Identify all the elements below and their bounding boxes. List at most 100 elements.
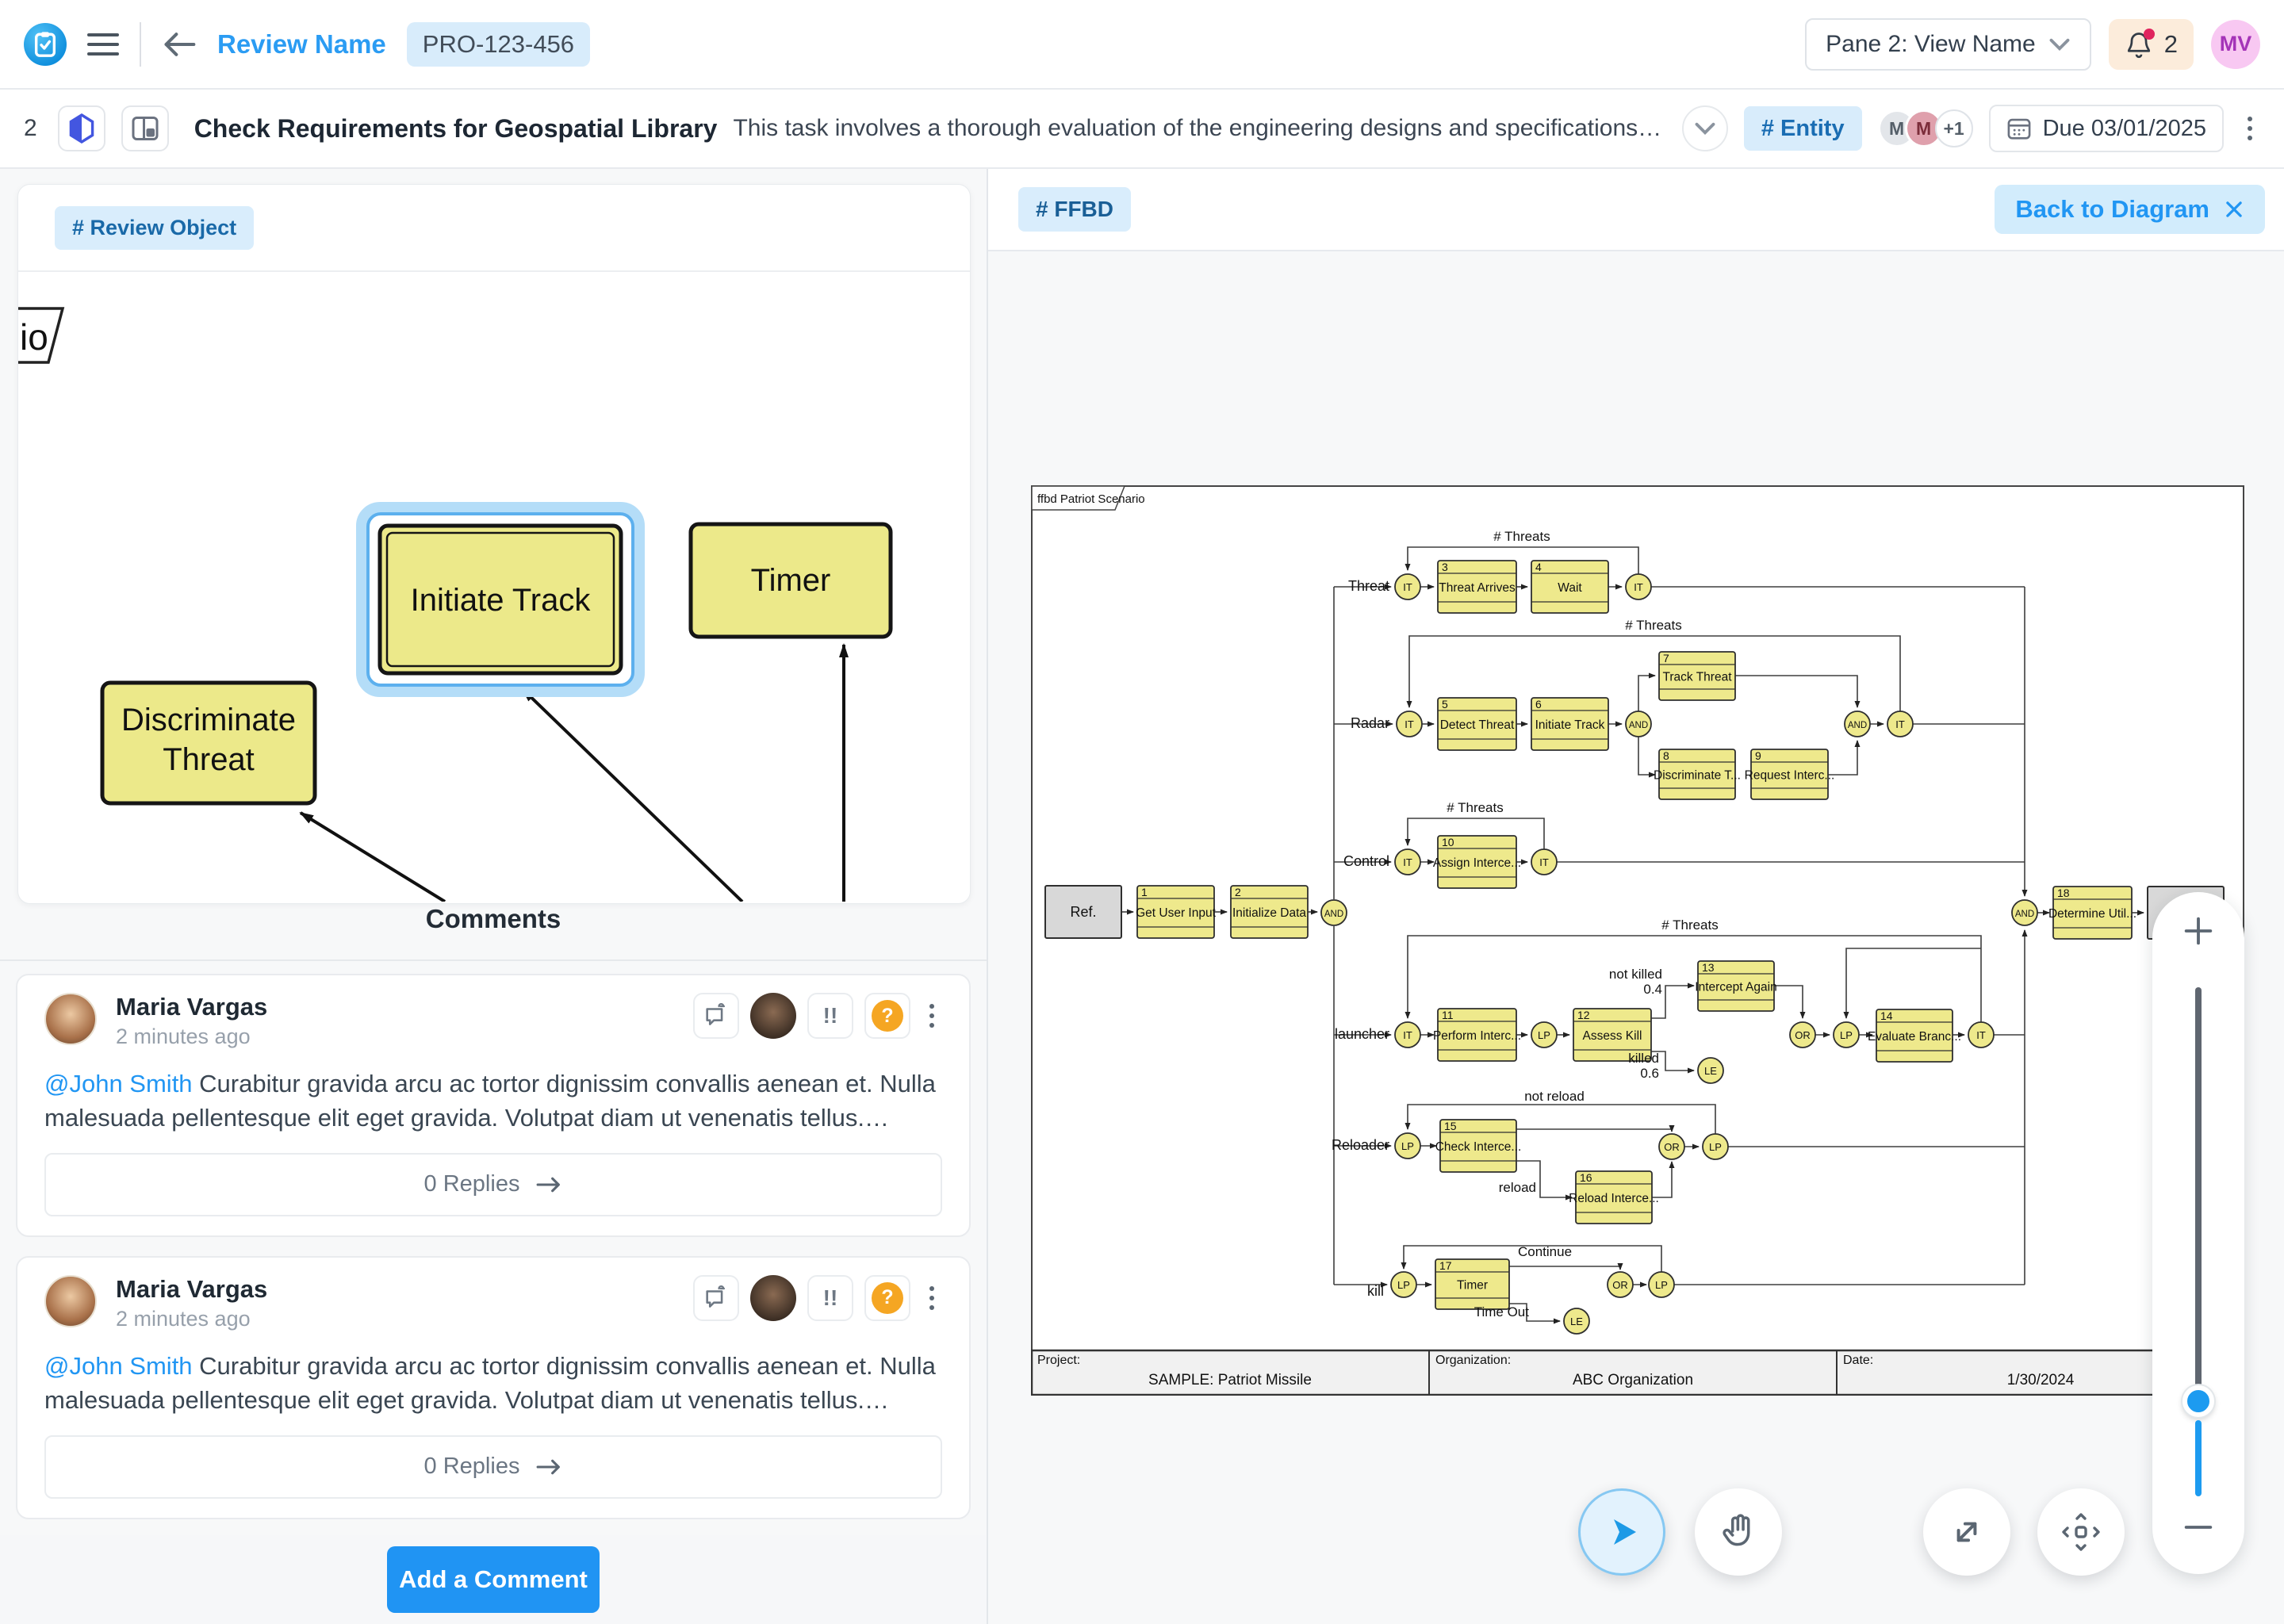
arrow-right-icon	[536, 1177, 561, 1193]
reviewer-avatar[interactable]	[750, 993, 796, 1039]
svg-text:1/30/2024: 1/30/2024	[2007, 1372, 2075, 1388]
comment-menu-kebab-icon[interactable]	[922, 1280, 942, 1316]
reviewer-avatar[interactable]	[750, 1274, 796, 1321]
priority-button[interactable]: !!	[807, 993, 853, 1039]
commenter-name: Maria Vargas	[116, 993, 268, 1021]
svg-text:Control: Control	[1343, 853, 1389, 869]
review-name-link[interactable]: Review Name	[217, 29, 386, 59]
divider	[140, 21, 141, 67]
svg-text:IT: IT	[1403, 856, 1412, 868]
edge	[299, 811, 446, 902]
task-index: 2	[24, 115, 37, 141]
svg-text:# Threats: # Threats	[1661, 917, 1719, 933]
priority-button[interactable]: !!	[807, 1274, 853, 1321]
selection-glow	[356, 502, 645, 697]
svg-text:13: 13	[1702, 961, 1715, 974]
svg-text:IT: IT	[1403, 1029, 1412, 1041]
svg-text:IT: IT	[1895, 718, 1905, 730]
slider-track-lower[interactable]	[2195, 1420, 2202, 1496]
split-view-button[interactable]	[121, 105, 169, 151]
svg-text:3: 3	[1442, 561, 1448, 573]
project-id-badge: PRO-123-456	[406, 21, 591, 67]
assignee-avatars[interactable]: M M +1	[1877, 109, 1973, 147]
review-pane: # Review Object io Initiate Track	[0, 169, 988, 1624]
linked-comment-button[interactable]	[693, 1274, 739, 1321]
edge	[521, 688, 744, 902]
linked-comment-button[interactable]	[693, 993, 739, 1039]
svg-text:14: 14	[1880, 1009, 1893, 1022]
select-tool-button[interactable]	[1578, 1488, 1665, 1576]
svg-text:2: 2	[1235, 886, 1241, 898]
svg-text:Timer: Timer	[1457, 1279, 1488, 1293]
svg-text:LE: LE	[1704, 1065, 1717, 1077]
chevron-down-icon	[2049, 38, 2070, 51]
svg-text:15: 15	[1444, 1120, 1457, 1132]
pan-tool-button[interactable]	[1695, 1488, 1782, 1576]
replies-button[interactable]: 0 Replies	[44, 1152, 942, 1216]
svg-text:not killed: not killed	[1609, 967, 1662, 982]
expand-task-button[interactable]	[1681, 105, 1728, 151]
node-label: Discriminate	[121, 703, 296, 737]
svg-text:LP: LP	[1397, 1279, 1410, 1291]
svg-text:Evaluate Branc...: Evaluate Branc...	[1868, 1030, 1961, 1044]
svg-text:Radar: Radar	[1351, 715, 1389, 731]
review-object-diagram[interactable]: io Initiate Track Timer Discriminate Thr…	[18, 272, 971, 902]
svg-text:Track Threat: Track Threat	[1663, 671, 1733, 684]
double-exclamation-icon: !!	[822, 1285, 838, 1310]
zoom-out-icon[interactable]	[2152, 1509, 2244, 1549]
task-menu-kebab-icon[interactable]	[2240, 110, 2260, 147]
due-date-button[interactable]: Due 03/01/2025	[1988, 105, 2224, 152]
svg-text:Threat: Threat	[1348, 578, 1389, 594]
svg-text:Reload Interce...: Reload Interce...	[1569, 1192, 1659, 1205]
entity-badge[interactable]: # Entity	[1743, 106, 1862, 151]
question-status-button[interactable]: ?	[864, 993, 910, 1039]
svg-text:Request Interc...: Request Interc...	[1745, 769, 1835, 783]
diagram-pane: # FFBD Back to Diagram ffbd Patriot Scen…	[988, 169, 2284, 1624]
back-to-diagram-button[interactable]: Back to Diagram	[1995, 185, 2265, 234]
pane-selector-dropdown[interactable]: Pane 2: View Name	[1805, 17, 2091, 71]
svg-text:Reloader: Reloader	[1332, 1137, 1389, 1153]
svg-text:Intercept Again: Intercept Again	[1695, 981, 1776, 994]
selection-ring	[366, 512, 634, 687]
node-label: Threat	[163, 742, 255, 777]
menu-icon[interactable]	[87, 33, 119, 56]
svg-text:Continue: Continue	[1518, 1244, 1572, 1259]
comment-timestamp: 2 minutes ago	[116, 1306, 251, 1331]
io-tab-shape	[18, 307, 65, 364]
svg-text:6: 6	[1535, 698, 1542, 710]
slider-handle[interactable]	[2182, 1385, 2214, 1417]
status-hexagon-button[interactable]	[57, 105, 105, 151]
app-logo-icon[interactable]	[24, 22, 67, 66]
svg-text:Initialize Data: Initialize Data	[1232, 906, 1306, 920]
review-object-card: # Review Object io Initiate Track	[17, 184, 971, 904]
zoom-in-icon[interactable]	[2152, 913, 2244, 953]
svg-text:IT: IT	[1539, 856, 1549, 868]
svg-text:IT: IT	[1634, 581, 1643, 593]
svg-text:# Threats: # Threats	[1625, 618, 1682, 633]
chat-link-icon	[706, 1003, 726, 1025]
svg-text:16: 16	[1580, 1171, 1592, 1184]
add-comment-button[interactable]: Add a Comment	[387, 1546, 600, 1613]
slider-track-upper[interactable]	[2195, 987, 2202, 1393]
svg-text:reload: reload	[1499, 1180, 1536, 1195]
notification-dot	[2143, 28, 2155, 40]
svg-text:18: 18	[2057, 887, 2070, 899]
question-status-button[interactable]: ?	[864, 1274, 910, 1321]
mention-link[interactable]: @John Smith	[44, 1070, 193, 1097]
svg-text:AND: AND	[1629, 721, 1648, 730]
mention-link[interactable]: @John Smith	[44, 1351, 193, 1380]
zoom-slider[interactable]	[2152, 892, 2244, 1574]
notifications-button[interactable]: 2	[2108, 18, 2194, 70]
replies-button[interactable]: 0 Replies	[44, 1434, 942, 1499]
node-initiate-track[interactable]: Initiate Track	[356, 502, 645, 697]
fullscreen-button[interactable]	[1923, 1488, 2010, 1576]
chevron-down-icon	[1695, 122, 1715, 135]
comment-menu-kebab-icon[interactable]	[922, 998, 942, 1034]
node-timer[interactable]: Timer	[688, 522, 893, 639]
recenter-button[interactable]	[2037, 1488, 2125, 1576]
node-discriminate-threat[interactable]: Discriminate Threat	[100, 680, 317, 806]
user-avatar[interactable]: MV	[2211, 19, 2260, 69]
back-arrow-icon[interactable]	[162, 31, 197, 58]
